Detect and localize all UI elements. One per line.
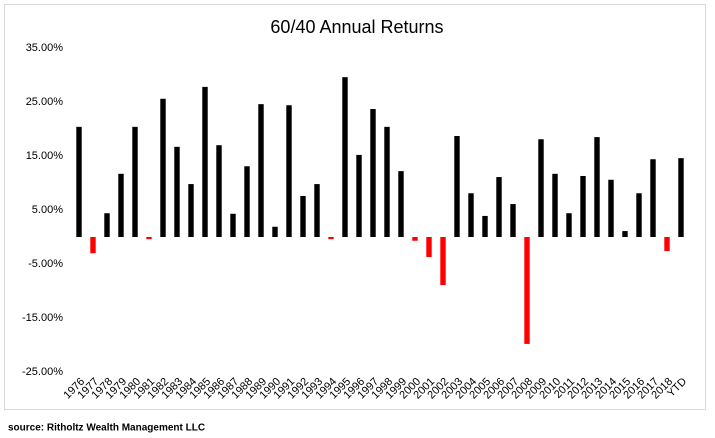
bar xyxy=(664,237,670,252)
bar xyxy=(258,104,264,237)
bar xyxy=(426,237,432,257)
bar xyxy=(174,146,180,237)
y-tick-label: 35.00% xyxy=(26,42,64,54)
bar xyxy=(636,193,642,237)
chart-border xyxy=(4,4,706,410)
bar xyxy=(622,231,628,237)
bar xyxy=(188,184,194,237)
y-tick-label: 15.00% xyxy=(26,150,64,162)
bar xyxy=(286,105,292,238)
bar xyxy=(678,158,684,237)
bar xyxy=(216,145,222,237)
y-tick-label: -15.00% xyxy=(22,312,63,324)
bar xyxy=(398,171,404,237)
bar xyxy=(650,159,656,237)
bar xyxy=(314,184,320,237)
source-note: source: Ritholtz Wealth Management LLC xyxy=(8,423,205,434)
bar xyxy=(160,98,166,237)
bar xyxy=(76,126,82,237)
bar xyxy=(566,213,572,237)
bar xyxy=(510,204,516,237)
bar xyxy=(440,237,446,286)
bar xyxy=(384,126,390,237)
bar xyxy=(412,237,418,241)
bar xyxy=(608,179,614,237)
bar xyxy=(552,173,558,237)
bar xyxy=(244,166,250,237)
bar xyxy=(370,109,376,237)
bar xyxy=(90,237,96,254)
bar xyxy=(594,137,600,237)
bar xyxy=(146,237,152,240)
bar xyxy=(118,173,124,237)
bar xyxy=(202,86,208,237)
bar xyxy=(328,237,334,240)
bar xyxy=(454,136,460,237)
bar xyxy=(272,226,278,237)
y-tick-label: 5.00% xyxy=(32,204,63,216)
bar xyxy=(538,139,544,237)
bar xyxy=(468,193,474,237)
chart-title: 60/40 Annual Returns xyxy=(270,17,443,37)
bar xyxy=(356,154,362,237)
bar xyxy=(300,195,306,237)
y-tick-label: 25.00% xyxy=(26,96,64,108)
bar xyxy=(524,237,530,344)
bar xyxy=(482,215,488,237)
bar xyxy=(230,213,236,237)
bar xyxy=(104,213,110,237)
bar xyxy=(342,77,348,237)
bar xyxy=(580,175,586,237)
bar xyxy=(496,177,502,237)
bar xyxy=(132,126,138,237)
y-tick-label: -25.00% xyxy=(22,366,63,378)
y-tick-label: -5.00% xyxy=(28,258,63,270)
